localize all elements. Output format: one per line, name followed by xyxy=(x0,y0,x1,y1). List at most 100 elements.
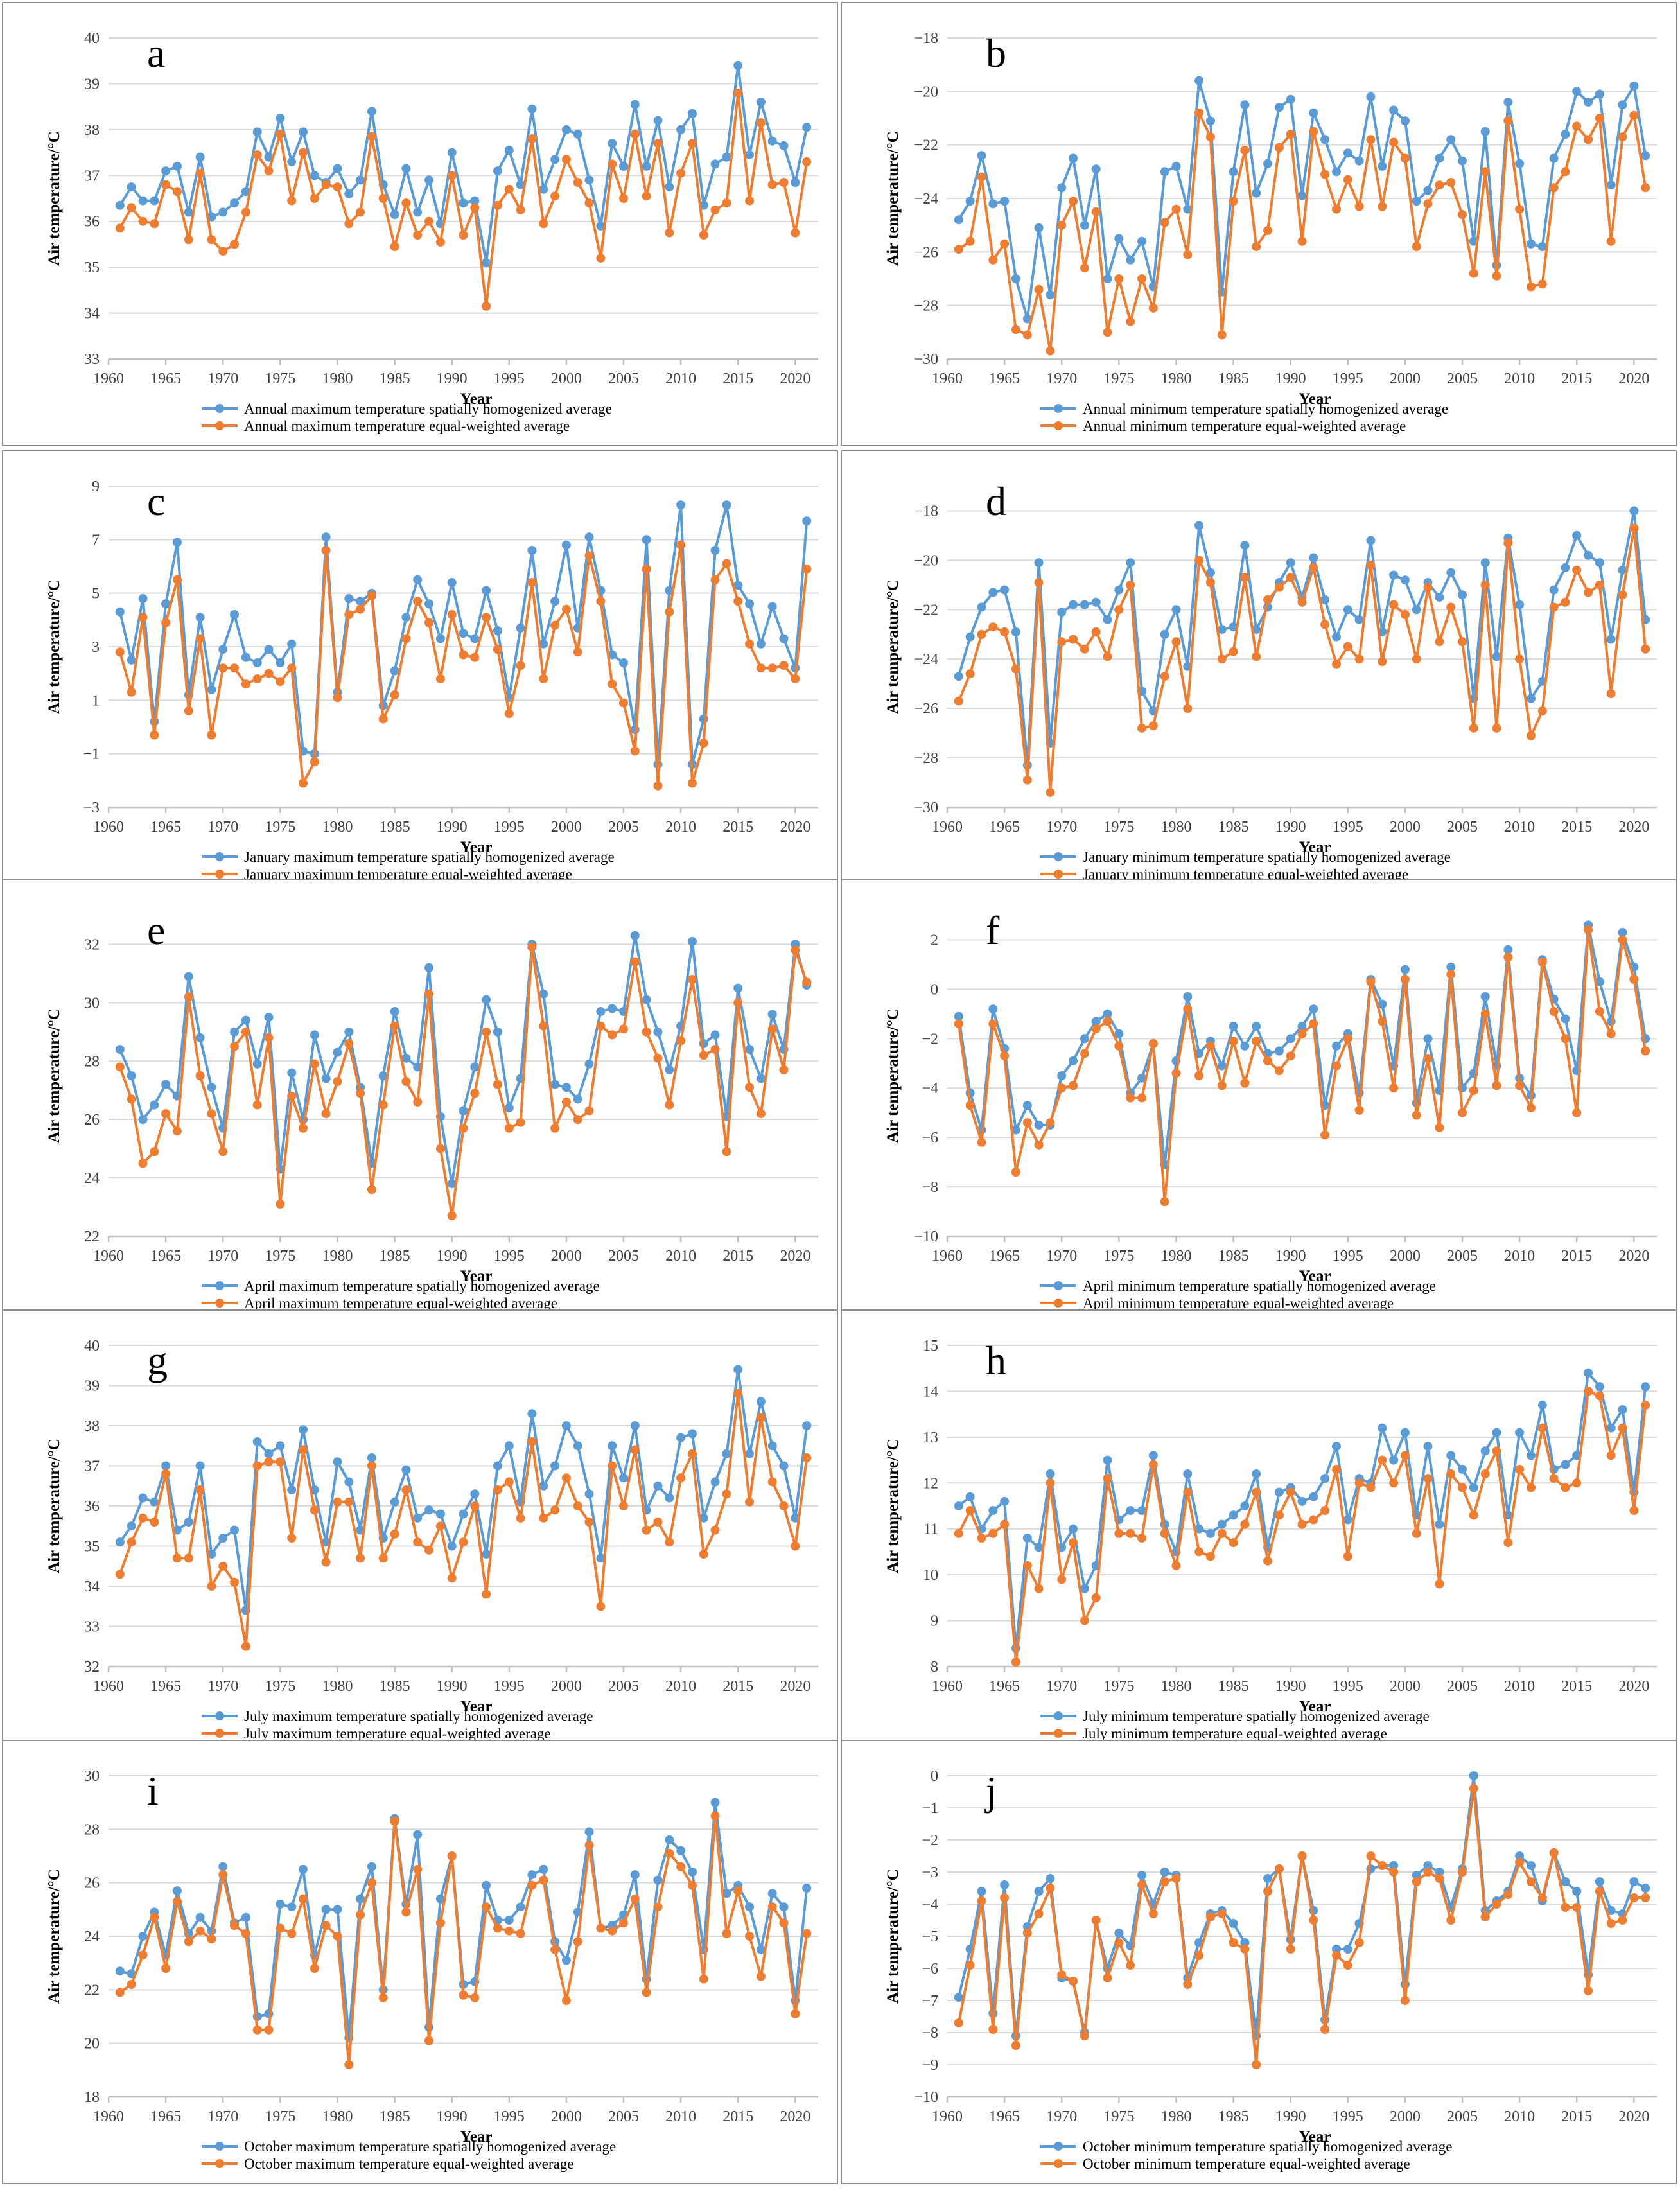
data-point xyxy=(539,219,548,229)
panel-letter: i xyxy=(147,1768,159,1814)
data-point xyxy=(1480,1009,1490,1019)
data-point xyxy=(1148,1039,1158,1048)
data-point xyxy=(1069,153,1078,163)
x-tick-label: 2010 xyxy=(665,2108,696,2125)
data-point xyxy=(1423,1034,1433,1044)
data-point xyxy=(573,1094,582,1104)
y-tick-label: −28 xyxy=(914,298,938,315)
data-point xyxy=(767,1024,777,1034)
x-tick-label: 2015 xyxy=(1561,1678,1592,1695)
data-point xyxy=(1160,672,1169,681)
data-point xyxy=(424,1545,433,1555)
data-point xyxy=(767,1902,777,1912)
data-point xyxy=(1354,1938,1364,1947)
data-point xyxy=(756,1945,766,1954)
x-tick-label: 2010 xyxy=(665,819,696,836)
legend-entry: January minimum temperature spatially ho… xyxy=(1083,849,1451,865)
y-tick-label: 30 xyxy=(84,1768,100,1785)
data-point xyxy=(1057,220,1067,230)
legend-marker xyxy=(1054,2159,1063,2168)
data-point xyxy=(1171,162,1181,171)
data-point xyxy=(1412,1528,1421,1538)
data-point xyxy=(1629,82,1639,91)
y-tick-label: 26 xyxy=(84,1875,100,1892)
data-point xyxy=(482,1589,491,1599)
data-point xyxy=(1423,186,1433,195)
data-point xyxy=(435,1509,445,1519)
x-tick-label: 2020 xyxy=(1618,1248,1649,1265)
chart-panel-a: 33 34 35 36 37 38 39 40 1960 1965 1970 1975 1980 1985… xyxy=(2,2,838,446)
data-point xyxy=(608,1441,617,1451)
x-axis-title: Year xyxy=(460,1268,493,1285)
data-point xyxy=(207,1934,216,1944)
y-tick-label: −3 xyxy=(922,1864,938,1881)
data-point xyxy=(722,1449,731,1458)
data-point xyxy=(504,1441,514,1451)
data-point xyxy=(1458,156,1467,166)
data-point xyxy=(516,1117,525,1127)
data-point xyxy=(1034,578,1044,587)
data-point xyxy=(344,1039,354,1048)
data-point xyxy=(482,995,491,1004)
data-point xyxy=(1354,202,1364,211)
x-tick-label: 1995 xyxy=(494,2108,525,2125)
data-point xyxy=(1641,151,1650,161)
data-point xyxy=(401,634,411,643)
data-point xyxy=(1435,153,1444,163)
data-point xyxy=(767,180,777,189)
data-point xyxy=(276,1923,285,1933)
data-point xyxy=(1572,1903,1582,1912)
data-point xyxy=(516,1902,525,1912)
data-point xyxy=(310,1505,319,1515)
x-tick-label: 2000 xyxy=(1390,819,1421,836)
data-point xyxy=(1400,575,1410,585)
legend-entry: Annual minimum temperature equal-weighte… xyxy=(1083,418,1406,434)
data-point xyxy=(779,1461,789,1471)
data-point xyxy=(1595,1877,1604,1886)
data-point xyxy=(1229,1938,1238,1947)
data-point xyxy=(138,1932,148,1941)
data-point xyxy=(1263,1556,1272,1566)
data-point xyxy=(1011,1168,1020,1177)
data-point xyxy=(276,658,285,667)
data-point xyxy=(1492,652,1501,661)
y-tick-label: 26 xyxy=(84,1112,100,1128)
data-point xyxy=(1446,962,1456,972)
data-point xyxy=(1103,328,1112,337)
data-point xyxy=(1137,1871,1146,1880)
y-tick-label: 36 xyxy=(84,1498,100,1515)
data-point xyxy=(710,1045,720,1055)
data-point xyxy=(745,639,755,649)
data-point xyxy=(561,1996,571,2005)
data-point xyxy=(138,1159,148,1168)
x-tick-label: 2005 xyxy=(608,371,639,387)
data-point xyxy=(321,1074,331,1083)
data-point xyxy=(127,1980,136,1989)
data-point xyxy=(138,1950,148,1960)
data-point xyxy=(218,1862,228,1871)
data-point xyxy=(333,1905,342,1914)
data-point xyxy=(127,655,136,665)
y-tick-label: −26 xyxy=(914,701,938,717)
data-point xyxy=(1332,1061,1341,1071)
data-point xyxy=(1034,1584,1044,1593)
data-point xyxy=(977,172,986,182)
legend-marker xyxy=(215,852,224,861)
x-tick-label: 2010 xyxy=(1504,371,1535,387)
data-point xyxy=(1148,1909,1158,1918)
data-point xyxy=(1584,1387,1593,1396)
data-point xyxy=(1423,1861,1433,1870)
data-point xyxy=(1148,303,1158,313)
data-point xyxy=(1606,1423,1616,1433)
data-point xyxy=(584,175,594,185)
data-point xyxy=(1080,2031,1089,2040)
data-point xyxy=(596,1553,606,1563)
x-tick-label: 1960 xyxy=(932,371,963,387)
y-tick-label: 36 xyxy=(84,214,100,231)
data-point xyxy=(954,2018,963,2027)
data-point xyxy=(150,730,159,740)
data-point xyxy=(676,168,686,178)
data-point xyxy=(401,1465,411,1475)
data-point xyxy=(482,1902,491,1912)
